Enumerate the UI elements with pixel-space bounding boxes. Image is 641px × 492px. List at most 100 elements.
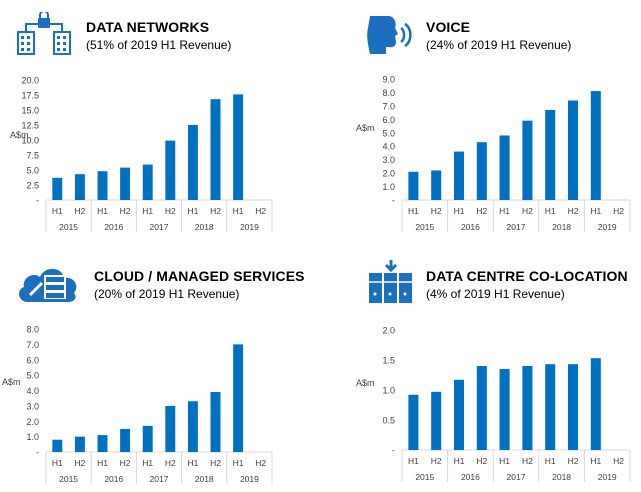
year-group-label: 2018 <box>552 222 571 232</box>
bar <box>567 364 579 450</box>
bar <box>408 394 419 450</box>
x-tick-label: H1 <box>408 456 419 466</box>
x-tick-label: H1 <box>97 206 108 216</box>
year-group-label: 2017 <box>507 222 526 232</box>
x-tick-label: H2 <box>431 206 442 216</box>
x-tick-label: H2 <box>522 456 533 466</box>
x-tick-label: H1 <box>187 458 198 468</box>
x-tick-label: H2 <box>613 206 624 216</box>
y-tick-label: - <box>392 196 395 206</box>
x-tick-label: H1 <box>454 456 465 466</box>
y-tick-label: 12.5 <box>21 121 39 131</box>
x-tick-label: H2 <box>568 456 579 466</box>
year-group-label: 2017 <box>150 222 169 232</box>
y-tick-label: 4.0 <box>382 142 395 152</box>
bar <box>431 170 442 200</box>
x-tick-label: H2 <box>476 456 487 466</box>
year-group-label: 2018 <box>195 222 214 232</box>
bar <box>453 379 465 450</box>
y-tick-label: 1.0 <box>382 386 395 396</box>
y-tick-label: 7.5 <box>26 151 39 161</box>
y-tick-label: 17.5 <box>21 91 39 101</box>
x-tick-label: H1 <box>499 206 510 216</box>
x-tick-label: H2 <box>476 206 487 216</box>
year-group-label: 2017 <box>150 474 169 484</box>
x-tick-label: H2 <box>165 458 176 468</box>
x-tick-label: H1 <box>408 206 419 216</box>
year-group-label: 2019 <box>240 474 259 484</box>
x-tick-label: H1 <box>233 458 244 468</box>
year-group-label: 2018 <box>195 474 214 484</box>
bar <box>210 392 221 452</box>
bar <box>522 120 533 200</box>
x-tick-label: H1 <box>454 206 465 216</box>
bar <box>97 171 108 200</box>
bar <box>453 151 465 200</box>
x-tick-label: H2 <box>210 458 221 468</box>
y-axis-label: A$m <box>2 377 21 387</box>
bar <box>142 425 153 452</box>
year-group-label: 2015 <box>415 472 434 482</box>
bar <box>210 99 221 200</box>
x-tick-label: H1 <box>187 206 198 216</box>
y-tick-label: 1.0 <box>26 432 39 442</box>
x-tick-label: H2 <box>165 206 176 216</box>
cloud-server-icon <box>19 268 77 302</box>
y-tick-label: 8.0 <box>26 325 39 335</box>
y-axis-label: A$m <box>356 378 375 388</box>
bar <box>233 94 244 200</box>
x-tick-label: H1 <box>142 458 153 468</box>
x-tick-label: H1 <box>233 206 244 216</box>
year-group-label: 2019 <box>598 472 617 482</box>
bar <box>590 358 601 450</box>
y-tick-label: 15.0 <box>21 106 39 116</box>
x-tick-label: H2 <box>120 458 131 468</box>
year-group-label: 2015 <box>59 474 78 484</box>
panel-subtitle: (51% of 2019 H1 Revenue) <box>86 38 232 52</box>
x-tick-label: H2 <box>120 206 131 216</box>
x-tick-label: H1 <box>52 206 63 216</box>
y-tick-label: 4.0 <box>26 386 39 396</box>
bar <box>187 125 198 200</box>
x-tick-label: H2 <box>613 456 624 466</box>
x-tick-label: H2 <box>568 206 579 216</box>
year-group-label: 2015 <box>59 222 78 232</box>
bar <box>408 171 419 200</box>
panel-subtitle: (20% of 2019 H1 Revenue) <box>94 287 240 301</box>
x-tick-label: H1 <box>52 458 63 468</box>
y-tick-label: 5.0 <box>26 371 39 381</box>
x-tick-label: H1 <box>545 456 556 466</box>
bar <box>522 366 533 450</box>
bar <box>545 109 556 200</box>
bar <box>97 435 108 452</box>
y-tick-label: 2.0 <box>382 326 395 336</box>
bar <box>233 344 244 452</box>
y-tick-label: 2.0 <box>382 169 395 179</box>
bar <box>545 364 556 450</box>
bar <box>499 135 510 200</box>
bar <box>165 140 176 200</box>
bar <box>476 366 487 450</box>
bar <box>165 405 176 452</box>
y-tick-label: 0.5 <box>382 416 395 426</box>
bar <box>142 164 153 200</box>
y-axis-label: A$m <box>10 130 29 140</box>
x-tick-label: H2 <box>522 206 533 216</box>
panel-title: DATA CENTRE CO-LOCATION <box>426 268 628 284</box>
panel-subtitle: (4% of 2019 H1 Revenue) <box>426 287 565 301</box>
bar <box>590 91 601 200</box>
bar <box>120 167 131 200</box>
panel-title: VOICE <box>426 19 471 35</box>
y-tick-label: 20.0 <box>21 76 39 86</box>
y-tick-label: 3.0 <box>26 401 39 411</box>
y-tick-label: 10.0 <box>21 136 39 146</box>
year-group-label: 2016 <box>461 472 480 482</box>
year-group-label: 2016 <box>104 222 123 232</box>
y-tick-label: 6.0 <box>26 355 39 365</box>
x-tick-label: H2 <box>255 458 266 468</box>
bar <box>74 174 85 200</box>
x-tick-label: H1 <box>590 456 601 466</box>
